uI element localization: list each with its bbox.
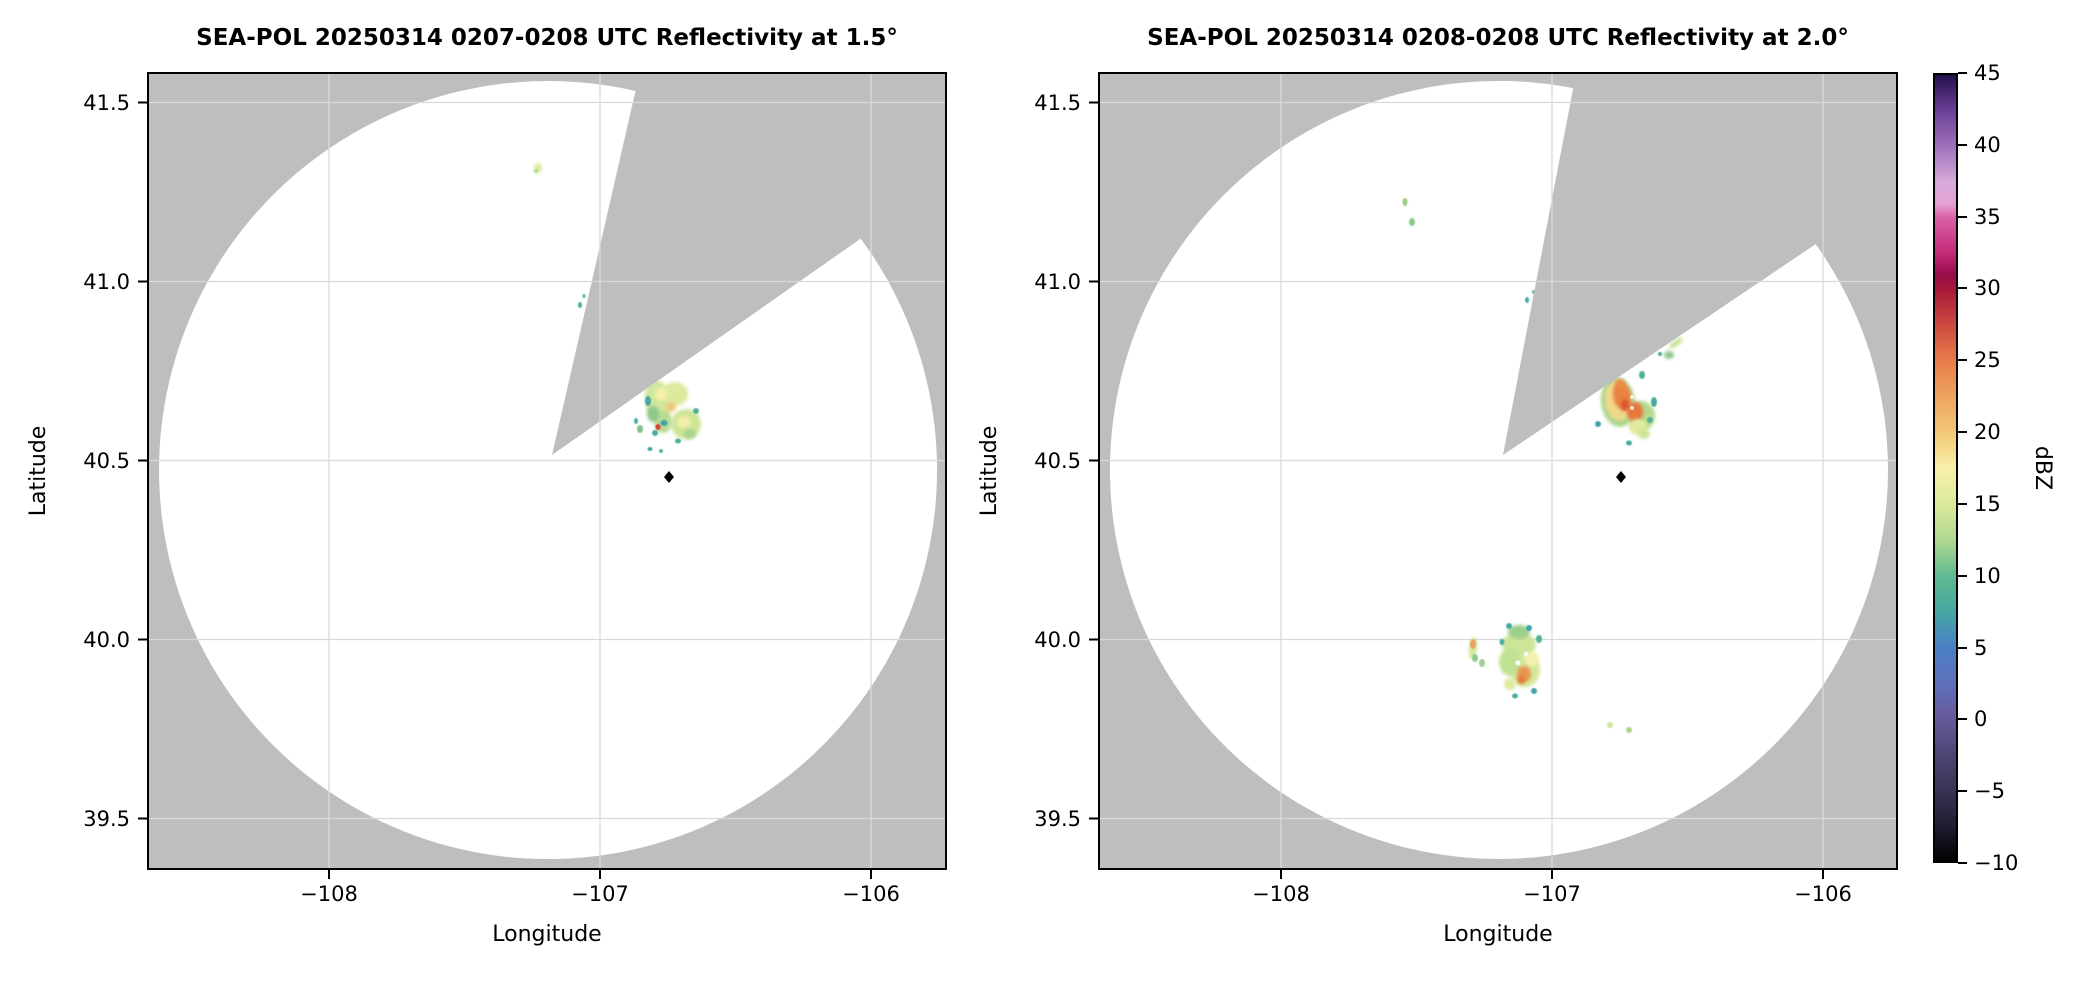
- colorbar-tick-mark: [1958, 502, 1967, 505]
- colorbar-tick-mark: [1958, 359, 1967, 362]
- axes-frame: [147, 72, 947, 870]
- y-tick-label: 40.5: [1034, 448, 1081, 473]
- colorbar-tick-label: 5: [1974, 635, 1988, 660]
- colorbar-tick-mark: [1958, 862, 1967, 864]
- y-tick-label: 41.5: [83, 90, 130, 115]
- x-axis-label-left: Longitude: [492, 922, 602, 947]
- x-tick-label: −107: [571, 882, 629, 906]
- x-tick-label: −108: [300, 882, 358, 906]
- colorbar-tick-mark: [1958, 718, 1967, 721]
- y-tick-label: 40.0: [83, 627, 130, 652]
- colorbar-tick-mark: [1958, 574, 1967, 577]
- colorbar-tick-mark: [1958, 431, 1967, 434]
- colorbar-tick-label: 0: [1974, 707, 1988, 732]
- radar-coverage-area: [1109, 80, 1888, 859]
- colorbar-tick-mark: [1958, 143, 1967, 146]
- y-tick-label: 39.5: [83, 806, 130, 831]
- y-tick-label: 40.5: [83, 448, 130, 473]
- y-tick-label: 41.0: [83, 269, 130, 294]
- colorbar-tick-label: 30: [1974, 276, 2001, 301]
- y-axis-label-right: Latitude: [977, 425, 1002, 517]
- colorbar-gradient: [1933, 73, 1958, 863]
- panel-title-right: SEA-POL 20250314 0208-0208 UTC Reflectiv…: [1147, 25, 1849, 51]
- y-tick-label: 41.0: [1034, 269, 1081, 294]
- colorbar: dBZ 45 40 35 30 25 20 15 10 5 0 −5 −10: [1933, 61, 2055, 875]
- radar-coverage-area: [159, 81, 938, 860]
- y-tick-label: 40.0: [1034, 627, 1081, 652]
- colorbar-label: dBZ: [2030, 445, 2055, 491]
- axes-frame: [1098, 72, 1898, 870]
- radar-plot-left: [138, 72, 947, 879]
- colorbar-tick-mark: [1958, 287, 1967, 290]
- colorbar-tick-label: 10: [1974, 563, 2001, 588]
- site-marker-diamond: [664, 471, 674, 483]
- tick-marks: [1089, 101, 1824, 879]
- colorbar-tick-mark: [1958, 215, 1967, 218]
- reflectivity-echoes: [534, 163, 701, 453]
- radar-plot-right: [1089, 72, 1898, 879]
- y-tick-label: 41.5: [1034, 90, 1081, 115]
- gridlines: [1098, 72, 1898, 870]
- colorbar-tick-label: 40: [1974, 132, 2001, 157]
- gridlines: [147, 72, 947, 870]
- colorbar-tick-mark: [1958, 790, 1967, 793]
- radar-panel-left: SEA-POL 20250314 0207-0208 UTC Reflectiv…: [26, 25, 947, 947]
- x-tick-label: −106: [842, 882, 900, 906]
- colorbar-tick-label: 15: [1974, 491, 2001, 516]
- x-tick-label: −107: [1523, 882, 1581, 906]
- colorbar-tick-label: −10: [1974, 851, 2019, 875]
- colorbar-tick-mark: [1958, 72, 1967, 74]
- radar-panel-right: SEA-POL 20250314 0208-0208 UTC Reflectiv…: [977, 25, 1898, 947]
- x-axis-label-right: Longitude: [1443, 922, 1553, 947]
- x-tick-label: −106: [1794, 882, 1852, 906]
- colorbar-tick-mark: [1958, 646, 1967, 649]
- colorbar-tick-label: 35: [1974, 204, 2001, 229]
- colorbar-tick-label: −5: [1974, 779, 2005, 804]
- colorbar-tick-label: 45: [1974, 61, 2001, 85]
- y-axis-label-left: Latitude: [26, 425, 51, 517]
- reflectivity-echoes: [1402, 198, 1683, 733]
- x-tick-label: −108: [1252, 882, 1310, 906]
- y-tick-label: 39.5: [1034, 806, 1081, 831]
- panel-title-left: SEA-POL 20250314 0207-0208 UTC Reflectiv…: [196, 25, 898, 51]
- colorbar-tick-label: 20: [1974, 420, 2001, 445]
- colorbar-tick-label: 25: [1974, 348, 2001, 373]
- site-marker-diamond: [1616, 471, 1626, 483]
- tick-marks: [138, 101, 872, 879]
